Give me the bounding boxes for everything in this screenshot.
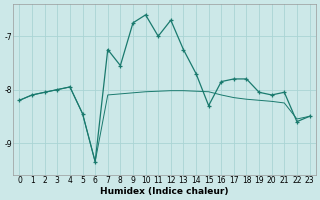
X-axis label: Humidex (Indice chaleur): Humidex (Indice chaleur) [100,187,229,196]
